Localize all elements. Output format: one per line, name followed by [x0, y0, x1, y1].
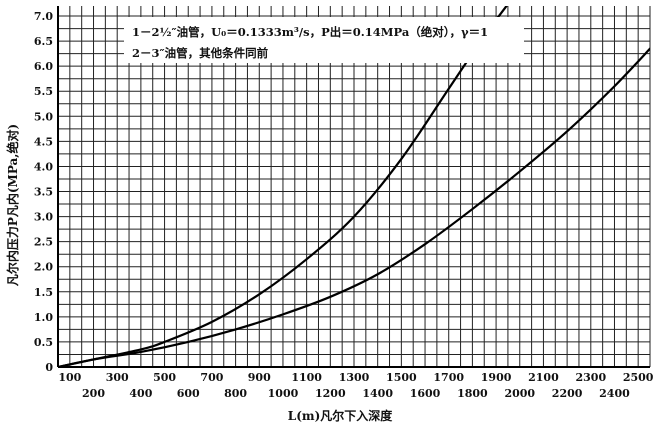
x-tick-label: 500: [153, 371, 176, 384]
x-tick-label: 1900: [481, 371, 512, 384]
x-tick-label: 2300: [575, 371, 606, 384]
y-tick-label: 5.5: [34, 85, 53, 98]
x-tick-label: 1800: [457, 387, 488, 400]
x-tick-label: 1600: [410, 387, 441, 400]
y-tick-label: 1.0: [34, 311, 53, 324]
y-tick-label: 5.0: [34, 110, 53, 123]
legend-background: [124, 17, 524, 63]
y-tick-label: 2.5: [34, 236, 53, 249]
x-tick-label: 2100: [528, 371, 559, 384]
x-tick-label: 800: [224, 387, 247, 400]
x-tick-label: 2500: [623, 371, 654, 384]
y-tick-label: 4.0: [34, 160, 53, 173]
legend-line-1: 1－2½″油管，U₀＝0.1333m³/s，P出＝0.14MPa（绝对），γ＝1: [132, 25, 488, 39]
x-tick-label: 100: [58, 371, 81, 384]
y-tick-label: 6.0: [34, 60, 53, 73]
x-tick-label: 900: [248, 371, 271, 384]
x-tick-labels: 100 300 500 700 900 1100 1300 1500 1700 1900 2100 2…: [58, 371, 653, 400]
y-tick-label: 7.0: [34, 10, 53, 23]
y-tick-labels: 0 0.5 1.0 1.5 2.0 2.5 3.0 3.5 4.0 4.5 5.0 5.5 6.0 6.5…: [34, 10, 53, 374]
x-tick-label: 1000: [268, 387, 299, 400]
y-tick-label: 6.5: [34, 35, 53, 48]
x-tick-label: 1200: [315, 387, 346, 400]
y-tick-label: 4.5: [34, 135, 53, 148]
x-tick-label: 1300: [339, 371, 370, 384]
x-tick-label: 2200: [552, 387, 583, 400]
x-axis-title: L(m)凡尔下入深度: [288, 408, 393, 423]
legend-box: 1－2½″油管，U₀＝0.1333m³/s，P出＝0.14MPa（绝对），γ＝1…: [124, 17, 524, 63]
series-lines: [58, 6, 650, 367]
legend-line-2: 2－3″油管，其他条件同前: [132, 46, 269, 60]
x-tick-label: 400: [129, 387, 152, 400]
x-tick-label: 700: [200, 371, 223, 384]
y-tick-label: 0.5: [34, 336, 53, 349]
x-tick-label: 600: [177, 387, 200, 400]
x-tick-label: 1700: [433, 371, 464, 384]
x-tick-label: 200: [82, 387, 105, 400]
series-line-1: [58, 6, 508, 367]
y-tick-label: 3.5: [34, 186, 53, 199]
axes: [57, 6, 650, 368]
x-tick-label: 1100: [291, 371, 322, 384]
y-tick-label: 3.0: [34, 211, 53, 224]
series-line-2: [58, 47, 650, 367]
y-axis-title: 凡尔内压力P凡内(MPa,绝对): [5, 124, 20, 286]
x-tick-label: 2000: [504, 387, 535, 400]
y-tick-label: 1.5: [34, 286, 53, 299]
x-tick-label: 1400: [362, 387, 393, 400]
x-tick-label: 1500: [386, 371, 417, 384]
x-tick-label: 300: [106, 371, 129, 384]
x-tick-label: 2400: [599, 387, 630, 400]
grid: [57, 6, 651, 368]
y-tick-label: 0: [45, 361, 53, 374]
y-tick-label: 2.0: [34, 261, 53, 274]
